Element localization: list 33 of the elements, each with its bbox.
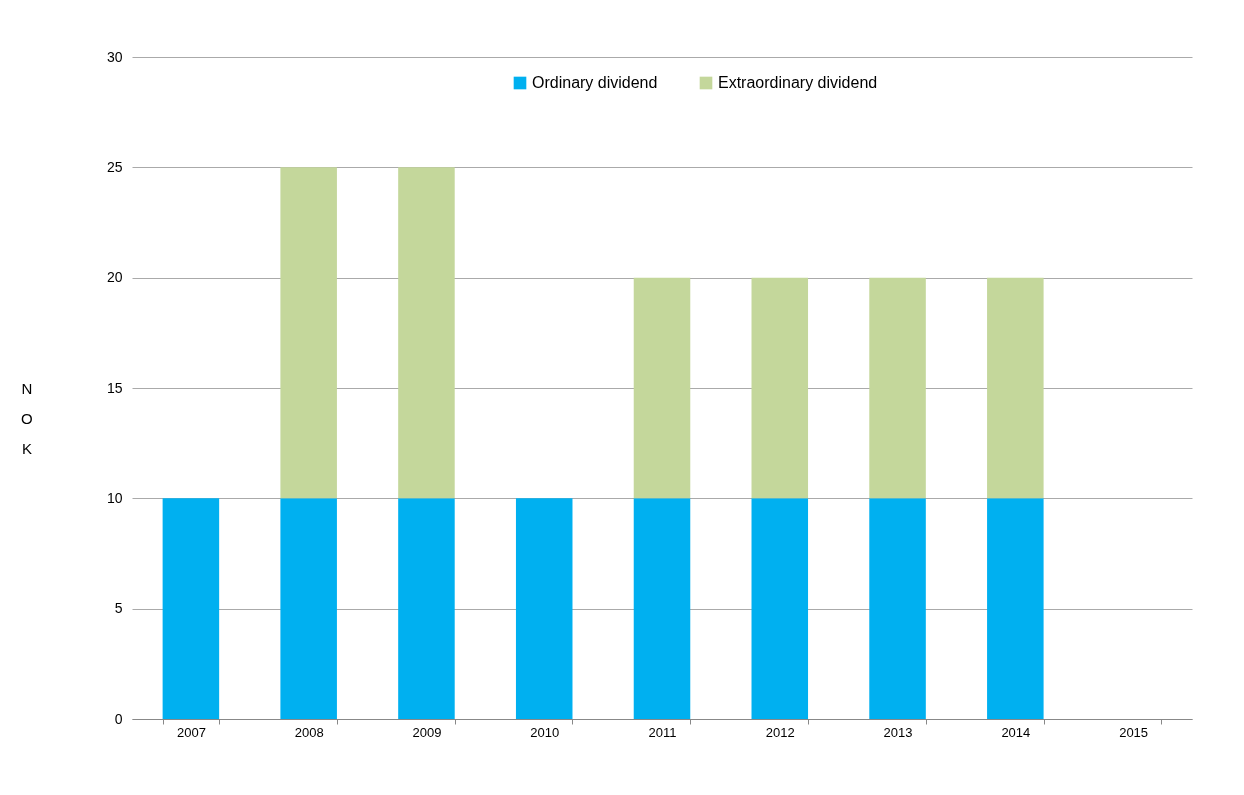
x-tick-label: 2014 xyxy=(1001,724,1031,740)
x-tick-label: 2010 xyxy=(530,724,560,740)
x-tick-label: 2009 xyxy=(412,724,442,740)
x-tick-label: 2008 xyxy=(294,724,324,740)
bar xyxy=(869,277,926,499)
y-tick-label: 20 xyxy=(106,269,123,286)
x-tick-label: 2007 xyxy=(176,724,206,740)
y-tick-label: 10 xyxy=(106,489,123,506)
y-tick-label: 15 xyxy=(106,379,123,396)
bar xyxy=(751,277,809,499)
bar xyxy=(398,167,455,499)
y-tick-label: 30 xyxy=(106,48,123,65)
bar xyxy=(987,498,1044,719)
bar xyxy=(162,498,220,719)
legend-label: Ordinary dividend xyxy=(532,74,658,91)
legend-label: Extraordinary dividend xyxy=(718,74,878,91)
x-tick-label: 2015 xyxy=(1119,724,1149,740)
bar xyxy=(869,498,926,719)
bar xyxy=(280,498,337,719)
x-tick-label: 2013 xyxy=(883,724,913,740)
y-tick-label: 25 xyxy=(106,158,123,175)
y-tick-label: 5 xyxy=(114,600,123,617)
bar xyxy=(751,498,809,719)
bar xyxy=(280,167,337,499)
bar xyxy=(515,498,573,719)
bar xyxy=(633,498,691,719)
y-tick-label: 0 xyxy=(114,710,123,727)
bar xyxy=(987,277,1044,499)
x-tick-label: 2012 xyxy=(765,724,795,740)
x-tick-label: 2011 xyxy=(648,724,677,740)
y-axis-title: NOK xyxy=(21,379,33,457)
bar xyxy=(633,277,691,499)
bar xyxy=(398,498,455,719)
